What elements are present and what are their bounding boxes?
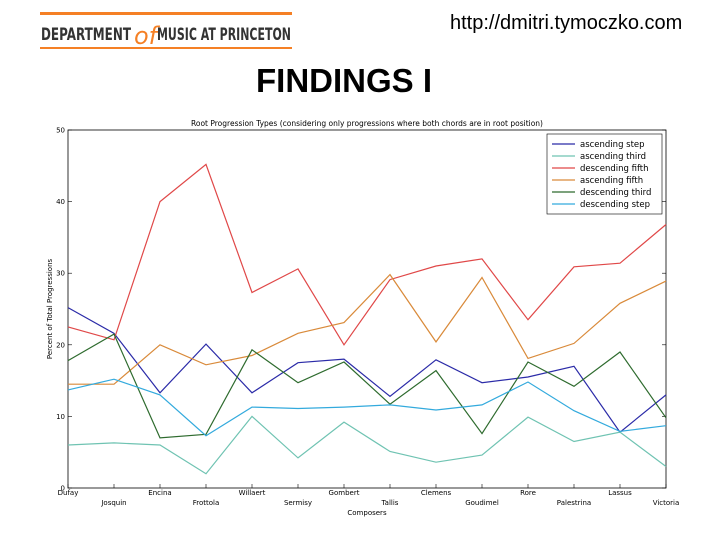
department-logo: DEPARTMENT of MUSIC AT PRINCETON [40, 12, 292, 50]
x-tick-label: Lassus [608, 489, 632, 497]
legend-label: descending step [580, 200, 650, 210]
series-line [68, 273, 667, 385]
y-tick-label: 10 [56, 413, 65, 421]
legend-label: ascending step [580, 140, 645, 150]
y-tick-label: 30 [56, 270, 65, 278]
x-tick-label: Frottola [193, 499, 220, 507]
x-tick-label: Palestrina [557, 499, 591, 507]
chart-container: 0 10 20 30 40 50 Dufay Josquin Encina Frottola Wil… [44, 116, 680, 528]
y-axis-label: Percent of Total Progressions [46, 259, 54, 360]
y-tick-label: 0 [61, 485, 65, 493]
series-line [67, 378, 667, 437]
logo-bottom-bar [40, 47, 292, 49]
x-tick-label: Victoria [653, 499, 680, 507]
x-tick-label: Willaert [239, 489, 266, 497]
y-tick-label: 40 [56, 198, 65, 206]
series-line [67, 415, 667, 475]
x-tick-label: Goudimel [465, 499, 499, 507]
legend-label: descending third [580, 188, 651, 198]
logo-text-music-at-princeton: MUSIC AT PRINCETON [157, 25, 291, 45]
x-tick-label: Clemens [421, 489, 452, 497]
chart-title: Root Progression Types (considering only… [191, 119, 543, 128]
legend-label: ascending third [580, 152, 646, 162]
legend-label: descending fifth [580, 164, 649, 174]
y-tick-label: 20 [56, 341, 65, 349]
line-chart: 0 10 20 30 40 50 Dufay Josquin Encina Frottola Wil… [46, 119, 680, 517]
x-tick-label: Dufay [58, 489, 79, 497]
x-tick-label: Sermisy [284, 499, 312, 507]
x-axis-label: Composers [347, 509, 387, 517]
series-line [67, 333, 667, 439]
url-text: http://dmitri.tymoczko.com [450, 12, 683, 34]
logo-text-department: DEPARTMENT [41, 25, 131, 45]
series-line [67, 307, 667, 434]
x-tick-label: Josquin [100, 499, 126, 507]
slide-title: FINDINGS I [256, 62, 433, 99]
series-line [67, 163, 667, 346]
x-tick-label: Tallis [381, 499, 399, 507]
legend-label: ascending fifth [580, 176, 643, 186]
x-tick-label: Gombert [329, 489, 360, 497]
logo-text-of: of [134, 22, 161, 50]
x-tick-label: Encina [148, 489, 171, 497]
x-tick-label: Rore [520, 489, 536, 497]
logo-top-bar [40, 12, 292, 15]
legend-box [546, 133, 663, 215]
y-tick-label: 50 [56, 127, 65, 135]
